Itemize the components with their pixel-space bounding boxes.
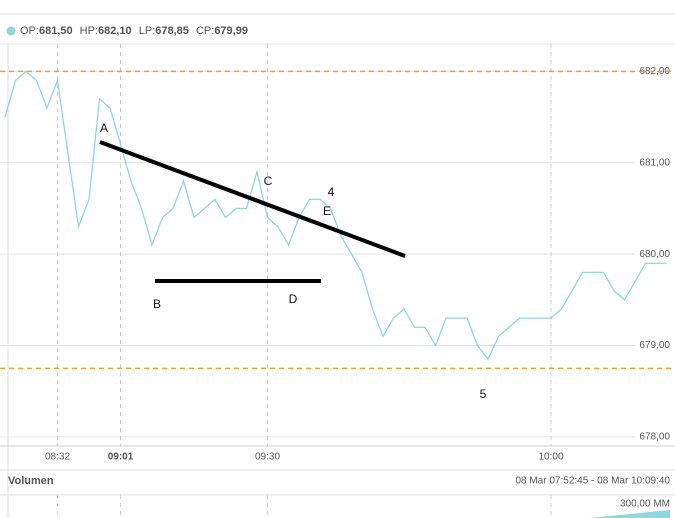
y-tick-label: 680,00 bbox=[639, 249, 670, 260]
stat-value: 682,10 bbox=[98, 25, 132, 37]
stat-label: OP: bbox=[20, 25, 39, 37]
volume-label: Volumen bbox=[8, 475, 54, 487]
annotation: C bbox=[264, 174, 273, 188]
x-tick-label: 09:30 bbox=[255, 452, 280, 463]
stat-value: 681,50 bbox=[39, 25, 73, 37]
stat-value: 678,85 bbox=[155, 25, 189, 37]
stat-label: HP: bbox=[80, 25, 98, 37]
annotation: 4 bbox=[328, 185, 335, 199]
range-label: 08 Mar 07:52:45 - 08 Mar 10:09:40 bbox=[515, 476, 670, 487]
annotation: 5 bbox=[480, 387, 487, 401]
y-tick-label: 682,00 bbox=[639, 66, 670, 77]
trend-line bbox=[99, 140, 406, 258]
stat-label: CP: bbox=[196, 25, 214, 37]
stat-value: 679,99 bbox=[214, 25, 248, 37]
annotation: D bbox=[289, 292, 298, 306]
y-tick-label: 681,00 bbox=[639, 157, 670, 168]
volume-bar bbox=[590, 510, 670, 518]
volume-tick: 300,00 MM bbox=[620, 499, 670, 510]
price-line bbox=[4, 70, 667, 361]
annotation: B bbox=[153, 297, 161, 311]
y-tick-label: 678,00 bbox=[639, 432, 670, 443]
stat-label: LP: bbox=[139, 25, 156, 37]
series-dot bbox=[6, 26, 16, 36]
y-tick-label: 679,00 bbox=[639, 340, 670, 351]
annotation: E bbox=[323, 204, 331, 218]
x-tick-label: 08:32 bbox=[45, 452, 70, 463]
x-tick-label: 09:01 bbox=[108, 452, 134, 463]
annotation: A bbox=[100, 121, 108, 135]
x-tick-label: 10:00 bbox=[538, 452, 563, 463]
header-stats: OP:681,50 HP:682,10 LP:678,85 CP:679,99 bbox=[20, 25, 248, 37]
